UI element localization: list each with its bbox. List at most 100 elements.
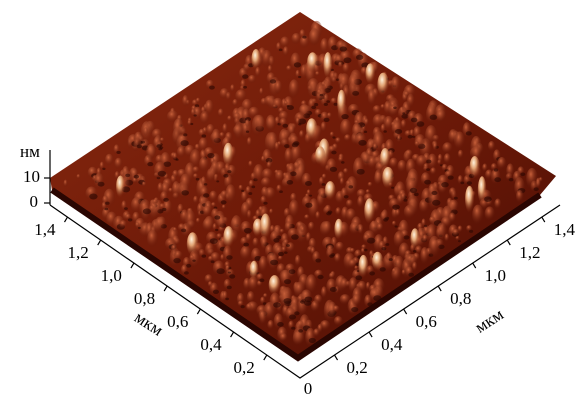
- bump: [323, 221, 332, 235]
- bump: [106, 212, 117, 227]
- bump: [422, 234, 428, 243]
- bump: [119, 220, 127, 229]
- bump: [205, 243, 214, 257]
- pit: [278, 252, 284, 256]
- pit: [351, 307, 358, 312]
- pit: [344, 195, 349, 198]
- left-tick-label: 1,4: [34, 220, 56, 239]
- pit: [389, 258, 393, 261]
- z-unit: нм: [20, 142, 40, 161]
- pit: [194, 114, 197, 116]
- bump: [526, 168, 538, 189]
- pit: [227, 170, 231, 173]
- pit: [431, 191, 437, 195]
- bump: [361, 153, 370, 164]
- bump: [280, 333, 288, 341]
- bump: [261, 156, 265, 163]
- axis-tick: [473, 263, 476, 268]
- pit: [322, 183, 326, 186]
- bump: [335, 207, 341, 216]
- bump: [506, 163, 514, 178]
- pit: [215, 229, 218, 231]
- bump: [139, 199, 151, 217]
- bump: [430, 167, 436, 175]
- bump: [288, 125, 295, 136]
- bump: [462, 122, 471, 138]
- bump: [363, 234, 369, 242]
- bump: [261, 187, 269, 199]
- peak: [187, 232, 199, 255]
- bump: [373, 105, 382, 114]
- bump: [263, 293, 268, 298]
- bump: [203, 206, 211, 217]
- pit: [329, 254, 334, 257]
- pit: [340, 46, 347, 51]
- pit: [227, 286, 232, 290]
- left-tick-label: 0,4: [200, 335, 222, 354]
- pit: [381, 247, 386, 250]
- bump: [340, 278, 348, 289]
- bump: [184, 145, 195, 157]
- pit: [410, 188, 417, 193]
- bump: [222, 123, 227, 133]
- pit: [403, 199, 407, 202]
- bump: [264, 95, 274, 106]
- bump: [182, 95, 189, 107]
- bump: [269, 209, 273, 215]
- bump: [309, 28, 320, 46]
- bump: [173, 227, 177, 231]
- bump: [346, 199, 353, 207]
- pit: [279, 49, 283, 52]
- bump: [259, 88, 263, 96]
- axis-tick: [335, 355, 338, 360]
- pit: [309, 338, 316, 343]
- pit: [158, 171, 166, 177]
- bump: [368, 182, 373, 187]
- bump: [286, 65, 292, 71]
- pit: [348, 185, 353, 188]
- pit: [383, 218, 388, 222]
- bump: [444, 153, 451, 164]
- peak: [358, 255, 368, 278]
- pit: [137, 145, 142, 149]
- bump: [392, 221, 396, 226]
- axis-tick: [438, 286, 441, 291]
- bump: [114, 158, 122, 170]
- pit: [302, 36, 306, 39]
- pit: [331, 151, 336, 155]
- pit: [211, 260, 215, 263]
- bump: [350, 248, 355, 253]
- pit: [385, 243, 389, 246]
- pit: [454, 197, 458, 200]
- peak: [478, 176, 487, 203]
- bump: [311, 247, 316, 255]
- bump: [314, 295, 322, 305]
- bump: [449, 200, 459, 212]
- bump: [187, 120, 191, 125]
- bump: [348, 259, 357, 268]
- pit: [408, 135, 413, 139]
- bump: [144, 127, 149, 136]
- bump: [329, 273, 335, 279]
- bump: [420, 247, 429, 265]
- bump: [333, 305, 340, 312]
- pit: [494, 168, 498, 171]
- bump: [426, 104, 437, 124]
- bump: [196, 218, 200, 224]
- bump: [266, 161, 271, 169]
- bump: [449, 212, 456, 222]
- bump: [290, 53, 300, 71]
- bump: [171, 244, 178, 252]
- bump: [225, 184, 236, 204]
- pit: [417, 121, 425, 126]
- pit: [291, 234, 299, 239]
- bump: [335, 137, 341, 143]
- right-axis-unit: мкм: [471, 304, 507, 336]
- bump: [193, 196, 198, 204]
- bump: [449, 187, 456, 197]
- axis-tick: [404, 309, 407, 314]
- pit: [134, 175, 139, 179]
- bump: [315, 211, 320, 220]
- bump: [352, 294, 361, 307]
- pit: [184, 271, 189, 274]
